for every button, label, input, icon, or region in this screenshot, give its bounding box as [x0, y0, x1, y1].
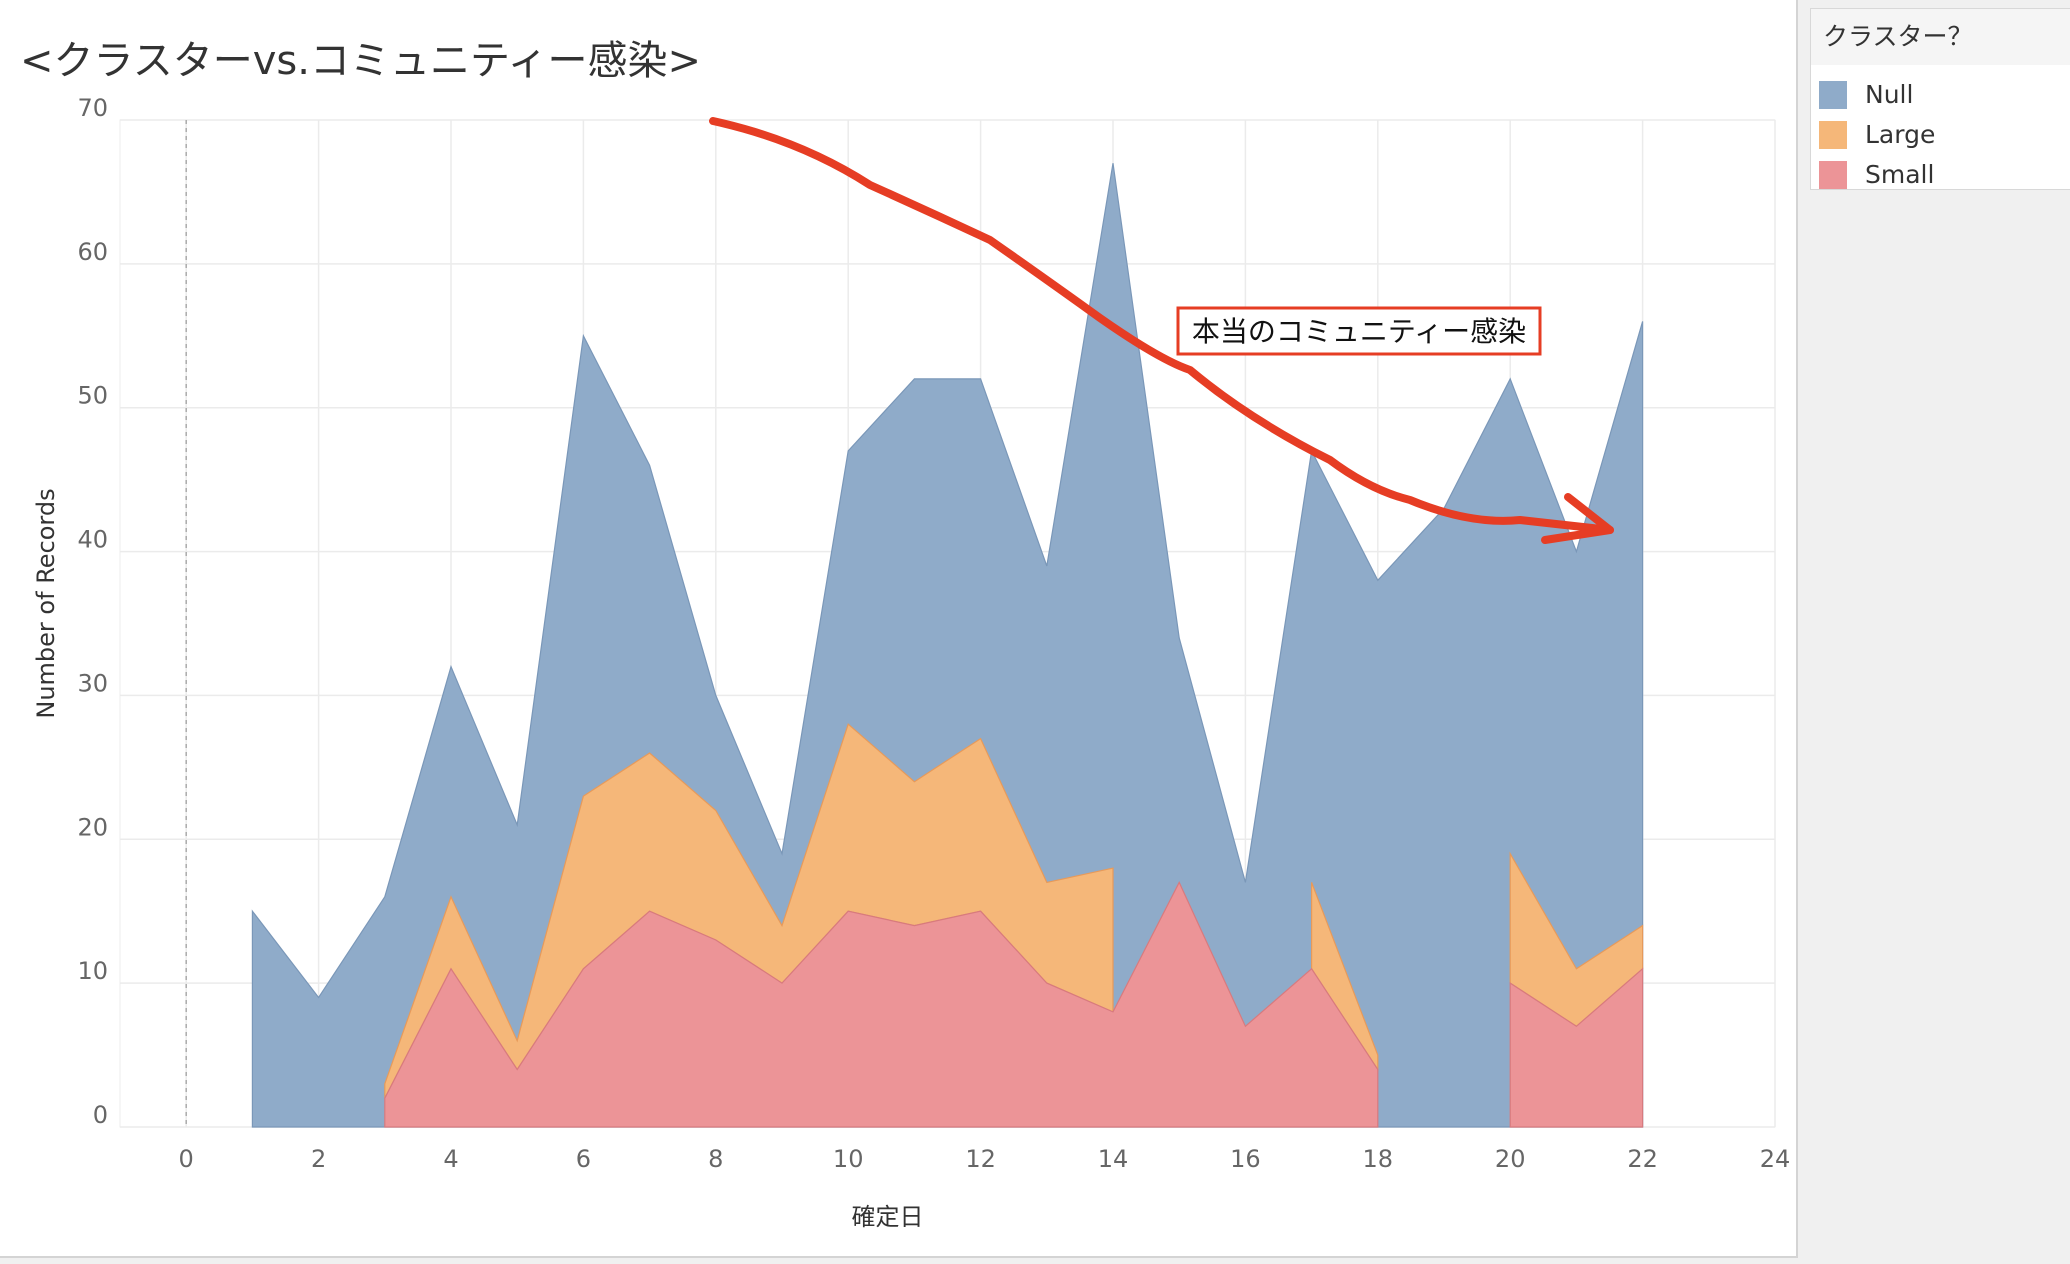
x-tick-label: 22	[1627, 1145, 1658, 1173]
legend-swatch-large	[1819, 121, 1847, 149]
y-tick-label: 10	[77, 957, 108, 985]
x-tick-label: 6	[576, 1145, 591, 1173]
y-tick-label: 40	[77, 526, 108, 554]
page-title: <クラスターvs.コミュニティー感染>	[20, 38, 702, 84]
legend-swatch-small	[1819, 161, 1847, 189]
y-tick-label: 70	[77, 94, 108, 122]
legend-label-null: Null	[1865, 80, 1914, 109]
x-tick-label: 0	[179, 1145, 194, 1173]
annotation-arrowhead	[1541, 493, 1614, 544]
x-tick-label: 24	[1760, 1145, 1791, 1173]
annotation-arrow	[709, 117, 1614, 534]
legend-title: クラスター？	[1811, 9, 2070, 65]
x-tick-label: 8	[708, 1145, 723, 1173]
legend-swatch-null	[1819, 81, 1847, 109]
area-small-segment-0	[384, 881, 1379, 1128]
annotation-layer: 本当のコミュニティー感染	[709, 117, 1614, 544]
x-tick-label: 2	[311, 1145, 326, 1173]
annotation-box	[1176, 306, 1542, 356]
chart-panel: <クラスターvs.コミュニティー感染> 0 10 20 30 40 50 60 70 0 2 4 6 8…	[0, 0, 1798, 1258]
x-tick-label: 20	[1495, 1145, 1526, 1173]
legend: クラスター？ Null Large Small	[1810, 8, 2070, 190]
x-tick-label: 4	[443, 1145, 458, 1173]
area-small-segment-1	[1509, 967, 1644, 1128]
legend-label-large: Large	[1865, 120, 1936, 149]
x-axis-label: 確定日	[852, 1203, 924, 1231]
legend-label-small: Small	[1865, 160, 1935, 189]
x-tick-label: 16	[1230, 1145, 1261, 1173]
x-tick-label: 10	[833, 1145, 864, 1173]
annotation-text: 本当のコミュニティー感染	[1192, 315, 1526, 348]
y-tick-label: 20	[77, 813, 108, 841]
y-tick-label: 0	[93, 1101, 108, 1129]
y-tick-label: 60	[77, 238, 108, 266]
area-layer	[251, 163, 1644, 1128]
y-tick-label: 30	[77, 669, 108, 697]
x-tick-label: 12	[965, 1145, 996, 1173]
y-axis-label: Number of Records	[32, 488, 60, 718]
x-tick-label: 18	[1363, 1145, 1394, 1173]
x-tick-label: 14	[1098, 1145, 1129, 1173]
y-tick-label: 50	[77, 382, 108, 410]
